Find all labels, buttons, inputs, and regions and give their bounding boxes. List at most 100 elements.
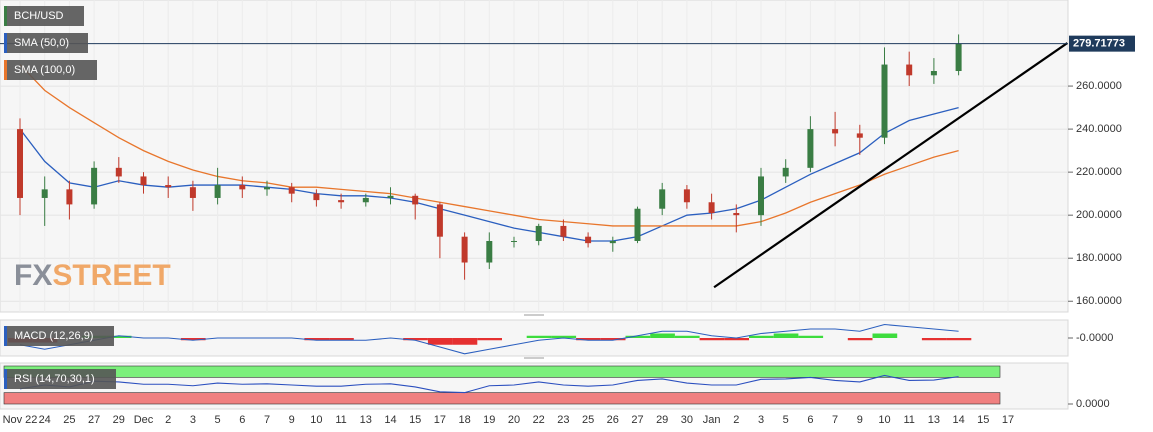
candle-body [362,197,369,203]
macd-histogram [946,338,972,341]
candle-body [659,189,666,209]
candle-body [930,71,937,76]
y-tick-label: 260.0000 [1076,80,1122,92]
candle-body [140,176,147,186]
rsi-line [19,374,959,394]
x-tick-label: 23 [557,414,569,426]
y-tick-label: -0.0000 [1076,332,1113,344]
plot: 160.0000180.0000200.0000220.0000240.0000… [0,6,1135,426]
macd-histogram [847,338,873,341]
candle-body [560,225,567,237]
candle-body [436,204,443,237]
x-tick-label: 5 [783,414,789,426]
x-tick-label: 3 [190,414,196,426]
overbought-band [3,365,1001,378]
x-tick-label: 2 [165,414,171,426]
candle-body [634,208,641,241]
candle-body [486,240,493,263]
legend-swatch [4,33,7,53]
candle-body [461,236,468,263]
x-tick-label: 15 [977,414,989,426]
y-tick-label: 220.0000 [1076,166,1122,178]
x-tick-label: 13 [928,414,940,426]
macd-histogram [625,335,651,338]
legend-swatch [4,60,7,80]
x-tick-label: 11 [903,414,914,426]
x-tick-label: 9 [857,414,863,426]
y-tick-label: 180.0000 [1076,252,1122,264]
macd-histogram [798,335,824,338]
legend-box [4,33,88,53]
x-tick-label: 27 [88,414,100,426]
candle-body [189,187,196,198]
legend-box [4,326,114,346]
y-tick-label: 240.0000 [1076,123,1122,135]
candle-body [609,240,616,244]
legend-swatch [4,6,7,26]
legend-label: BCH/USD [14,10,64,22]
x-tick-label: 25 [63,414,75,426]
sma-line [19,106,959,242]
x-tick-label: 6 [239,414,245,426]
x-tick-label: 20 [508,414,520,426]
macd-histogram [180,338,206,341]
macd-histogram [106,335,132,338]
candle-body [41,189,48,198]
macd-histogram [403,338,428,341]
x-tick-label: 24 [39,414,51,426]
macd-histogram [724,338,749,341]
trendline [713,42,1068,289]
last-price-tag [1069,35,1135,52]
macd-histogram [674,335,700,338]
x-tick-label: 19 [483,414,495,426]
x-tick-label: 3 [758,414,764,426]
x-tick-label: 10 [310,414,322,426]
legend-swatch [4,326,7,346]
candle-body [733,213,740,216]
candle-body [782,167,789,177]
candle-body [511,240,517,242]
candle-body [17,129,23,198]
legend-box [4,60,97,80]
macd-histogram [749,335,774,338]
candle-body [856,133,863,138]
sma-line [19,64,959,227]
candle-body [832,129,839,134]
x-tick-label: Nov 22 [3,414,38,426]
x-tick-label: 15 [409,414,421,426]
macd-histogram [477,338,502,341]
macd-histogram [452,338,478,345]
macd-histogram [699,338,725,341]
last-price-label: 279.71773 [1073,38,1125,50]
x-tick-label: 13 [360,414,372,426]
x-tick-label: 7 [832,414,838,426]
x-tick-label: 14 [952,414,964,426]
candle-body [115,167,122,177]
candle-body [955,43,962,72]
x-tick-label: 10 [878,414,890,426]
x-tick-label: 27 [631,414,643,426]
candle-body [387,195,394,198]
x-tick-label: 9 [289,414,295,426]
macd-histogram [872,333,898,338]
watermark: FXSTREET [14,259,171,292]
candle-body [807,129,814,168]
y-tick-label: 200.0000 [1076,209,1122,221]
candle-body [288,187,295,194]
macd-histogram [304,338,330,341]
x-tick-label: 6 [807,414,813,426]
candle-body [881,64,888,138]
x-tick-label: 25 [582,414,594,426]
legend-box [4,369,116,389]
macd-histogram [773,333,799,338]
candle-body [214,185,221,198]
candle-body [313,193,320,201]
macd-histogram [526,335,552,338]
macd-histogram [600,338,626,341]
legend-swatch [4,369,7,389]
x-tick-label: 17 [1002,414,1014,426]
y-tick-label: 0.0000 [1076,398,1110,410]
legend-label: RSI (14,70,30,1) [14,373,95,385]
x-tick-label: Jan [703,414,721,426]
